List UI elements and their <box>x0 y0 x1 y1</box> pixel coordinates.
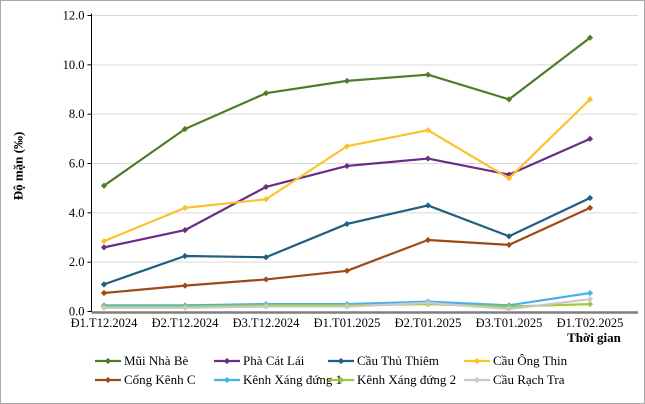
y-tick-label: 0.0 <box>69 305 85 319</box>
line-chart-plot: 0.0 2.0 4.0 6.0 8.0 10.0 12.0 Đ1.T12.2024 Đ2.T12… <box>63 9 638 330</box>
series-marker <box>262 183 270 191</box>
series-marker <box>181 304 189 311</box>
series-marker <box>100 244 108 251</box>
legend-label: Cầu Thủ Thiêm <box>357 353 439 368</box>
series-marker <box>586 194 594 202</box>
series-marker <box>181 125 189 133</box>
series-marker <box>505 241 513 248</box>
series-marker <box>343 267 351 274</box>
series-marker <box>586 96 594 103</box>
series-marker <box>181 204 189 211</box>
series-marker <box>181 227 189 234</box>
legend-item: Kênh Xáng đứng 1 <box>214 372 342 388</box>
x-tick-label: Đ2.T12.2024 <box>152 316 219 330</box>
x-tick-label: Đ3.T12.2024 <box>233 316 300 330</box>
legend-marker-icon <box>95 357 121 365</box>
y-tick-label: 4.0 <box>69 206 85 220</box>
series-line <box>103 98 591 243</box>
series-marker <box>586 301 594 308</box>
series-marker <box>424 71 432 78</box>
series-marker <box>343 162 351 170</box>
y-tick-label: 10.0 <box>63 58 85 72</box>
legend-item: Cầu Ông Thin <box>464 353 635 369</box>
y-tick-label: 12.0 <box>63 9 85 23</box>
series-marker <box>262 303 270 310</box>
legend-label: Kênh Xáng đứng 1 <box>243 372 343 387</box>
legend-item: Mũi Nhà Bè <box>95 353 214 369</box>
series-marker <box>343 220 351 228</box>
legend-marker-icon <box>328 376 354 384</box>
y-tick-label: 2.0 <box>69 255 85 269</box>
y-tick-label: 6.0 <box>69 157 85 171</box>
series-marker <box>262 196 270 203</box>
series-marker <box>424 127 432 134</box>
series-marker <box>586 289 594 297</box>
x-tick-label: Đ1.T01.2025 <box>314 316 381 330</box>
series-marker <box>586 135 594 142</box>
series-marker <box>100 289 108 297</box>
legend-marker-icon <box>214 376 240 384</box>
y-tick-label: 8.0 <box>69 107 85 121</box>
series-marker <box>100 281 108 288</box>
series-marker <box>343 77 351 84</box>
series-marker <box>343 303 351 310</box>
series-marker <box>181 282 189 289</box>
legend-marker-icon <box>214 357 240 365</box>
series-marker <box>343 143 351 150</box>
series-line <box>103 137 591 249</box>
series-marker <box>424 299 432 306</box>
legend-label: Kênh Xáng đứng 2 <box>357 372 457 387</box>
series-marker <box>100 304 108 311</box>
series-marker <box>100 238 108 245</box>
x-tick-label: Đ2.T01.2025 <box>395 316 462 330</box>
series-marker <box>181 252 189 260</box>
series-marker <box>505 96 513 103</box>
x-axis-title: Thời gian <box>567 330 621 345</box>
series-marker <box>262 254 270 261</box>
legend-item: Cầu Rạch Tra <box>464 372 635 388</box>
legend-item: Cống Kênh C <box>95 372 214 388</box>
x-tick-label: Đ3.T01.2025 <box>476 316 543 330</box>
legend-item: Cầu Thủ Thiêm <box>328 353 464 369</box>
series-marker <box>505 175 513 182</box>
legend-marker-icon <box>464 376 490 384</box>
series-marker <box>505 305 513 313</box>
series-marker <box>586 204 594 211</box>
legend-label: Mũi Nhà Bè <box>124 353 189 368</box>
legend-item: Kênh Xáng đứng 2 <box>328 372 464 388</box>
legend-label: Cầu Ông Thin <box>493 353 568 368</box>
series-marker <box>586 34 594 41</box>
series-marker <box>424 236 432 244</box>
legend-label: Phà Cát Lái <box>243 353 305 368</box>
series-marker <box>505 233 513 240</box>
series-marker <box>424 155 432 162</box>
x-tick-label: Đ1.T12.2024 <box>71 316 138 330</box>
series-marker <box>586 296 594 303</box>
legend-marker-icon <box>328 357 354 365</box>
legend-label: Cống Kênh C <box>124 372 196 387</box>
legend-label: Cầu Rạch Tra <box>493 372 565 387</box>
chart-legend: Mũi Nhà Bè Phà Cát Lái Cầu Thủ Thiêm Cầu Ôn… <box>95 353 635 388</box>
series-marker <box>262 276 270 283</box>
legend-marker-icon <box>464 357 490 365</box>
x-tick-label: Đ1.T02.2025 <box>557 316 624 330</box>
legend-item: Phà Cát Lái <box>214 353 328 369</box>
series-line <box>103 206 591 295</box>
series-marker <box>424 202 432 209</box>
series-marker <box>100 182 108 189</box>
series-marker <box>262 90 270 97</box>
legend-marker-icon <box>95 376 121 384</box>
